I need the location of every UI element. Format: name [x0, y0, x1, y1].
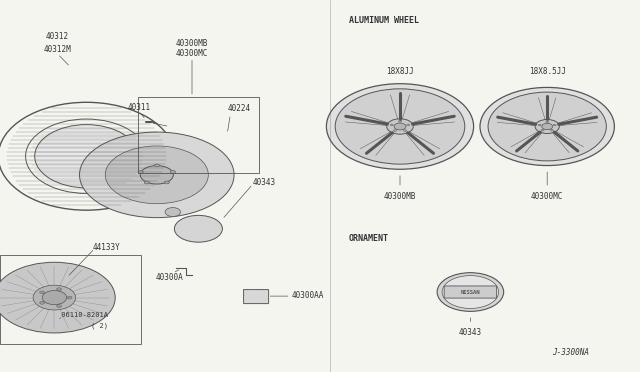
Circle shape: [535, 119, 559, 134]
Bar: [138, 97, 259, 173]
Circle shape: [480, 87, 614, 166]
Text: 40300MC: 40300MC: [176, 49, 208, 58]
Ellipse shape: [174, 215, 223, 242]
Text: ¸06110-8201A: ¸06110-8201A: [58, 311, 109, 318]
FancyBboxPatch shape: [444, 286, 497, 298]
Circle shape: [550, 129, 553, 131]
Circle shape: [538, 124, 541, 126]
Text: ( 2): ( 2): [91, 323, 108, 329]
Circle shape: [326, 84, 474, 169]
Circle shape: [406, 124, 410, 126]
Text: 40224: 40224: [227, 105, 250, 113]
Bar: [0, 255, 141, 344]
Circle shape: [335, 89, 465, 164]
Circle shape: [40, 301, 45, 304]
Text: 40300A: 40300A: [156, 273, 184, 282]
Ellipse shape: [26, 119, 147, 193]
Text: J-3300NA: J-3300NA: [552, 348, 589, 357]
Ellipse shape: [35, 125, 138, 188]
Ellipse shape: [170, 170, 175, 173]
Ellipse shape: [140, 166, 173, 184]
Text: 40300MB: 40300MB: [384, 192, 416, 201]
Ellipse shape: [164, 181, 170, 184]
Ellipse shape: [138, 170, 143, 173]
Text: 40300MB: 40300MB: [176, 39, 208, 48]
Circle shape: [57, 288, 61, 291]
Text: NISSAN: NISSAN: [461, 289, 480, 295]
Ellipse shape: [154, 164, 159, 167]
Text: 40312M: 40312M: [44, 45, 72, 54]
Ellipse shape: [105, 146, 209, 204]
Text: ORNAMENT: ORNAMENT: [349, 234, 389, 243]
Bar: [243, 289, 268, 303]
Bar: [244, 290, 269, 304]
Circle shape: [57, 305, 61, 307]
Circle shape: [541, 129, 544, 131]
Circle shape: [40, 291, 45, 294]
Text: 40343: 40343: [253, 178, 276, 187]
Text: 40312: 40312: [46, 32, 69, 41]
Text: 40343: 40343: [459, 328, 482, 337]
Circle shape: [67, 296, 72, 299]
Circle shape: [488, 92, 606, 161]
Text: 18X8.5JJ: 18X8.5JJ: [529, 67, 566, 76]
Circle shape: [399, 121, 401, 122]
Ellipse shape: [79, 132, 234, 218]
Ellipse shape: [144, 181, 149, 184]
Circle shape: [546, 121, 548, 123]
Circle shape: [42, 291, 67, 305]
Text: 40311: 40311: [128, 103, 151, 112]
Text: 44133Y: 44133Y: [93, 243, 120, 252]
Circle shape: [394, 129, 397, 131]
Text: 18X8JJ: 18X8JJ: [386, 67, 414, 76]
Circle shape: [387, 119, 413, 134]
Circle shape: [541, 123, 553, 130]
Text: ALUMINUM WHEEL: ALUMINUM WHEEL: [349, 16, 419, 25]
Circle shape: [33, 285, 76, 310]
Circle shape: [0, 262, 115, 333]
Circle shape: [394, 123, 406, 130]
Circle shape: [442, 276, 499, 308]
Circle shape: [553, 124, 556, 126]
Circle shape: [165, 208, 180, 217]
Text: 40300MC: 40300MC: [531, 192, 563, 201]
Circle shape: [437, 273, 504, 311]
Text: 40300AA: 40300AA: [291, 291, 324, 300]
Circle shape: [390, 124, 394, 126]
Circle shape: [403, 129, 406, 131]
